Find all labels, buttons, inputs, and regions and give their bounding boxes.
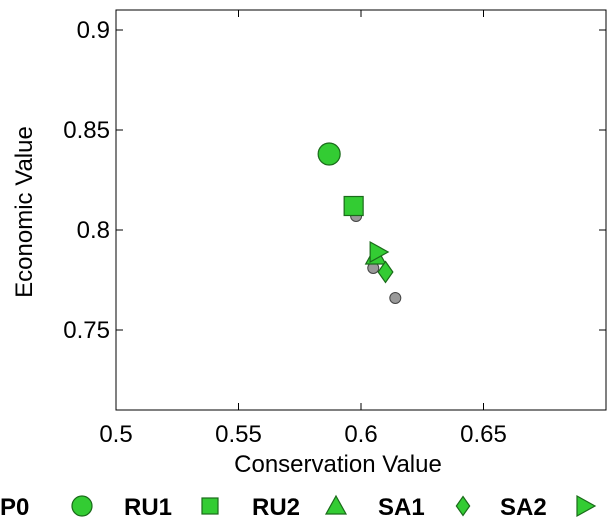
legend-marker-sa1 [455, 495, 471, 517]
legend-label-ru1: RU1 [124, 494, 172, 521]
point-ru1 [343, 195, 364, 217]
legend-label-p0: P0 [0, 494, 29, 521]
background-point [389, 292, 402, 304]
y-tick-label: 0.9 [77, 17, 110, 44]
x-tick-label: 0.65 [460, 421, 507, 448]
y-tick-label: 0.8 [77, 217, 110, 244]
legend-label-ru2: RU2 [252, 494, 300, 521]
point-p0 [317, 142, 341, 166]
legend-marker-p0 [71, 495, 93, 517]
x-tick-label: 0.5 [99, 421, 132, 448]
x-tick-label: 0.55 [215, 421, 262, 448]
series-points [317, 142, 394, 284]
x-tick-label: 0.6 [344, 421, 377, 448]
point-sa2 [369, 240, 390, 264]
legend-label-sa2: SA2 [500, 494, 547, 521]
point-sa1 [377, 260, 394, 284]
y-axis-title: Economic Value [11, 126, 38, 298]
legend-label-sa1: SA1 [378, 494, 425, 521]
legend: P0 RU1 RU2 SA1 SA2 [0, 494, 597, 521]
y-tick-label: 0.85 [63, 117, 110, 144]
y-tick-label: 0.75 [63, 317, 110, 344]
x-axis-title: Conservation Value [234, 451, 442, 478]
axis-ticks: 0.5 0.55 0.6 0.65 0.75 0.8 0.85 0.9 [63, 10, 606, 448]
legend-marker-ru1 [201, 497, 219, 515]
legend-marker-ru2 [324, 494, 348, 515]
legend-marker-sa2 [576, 494, 597, 518]
